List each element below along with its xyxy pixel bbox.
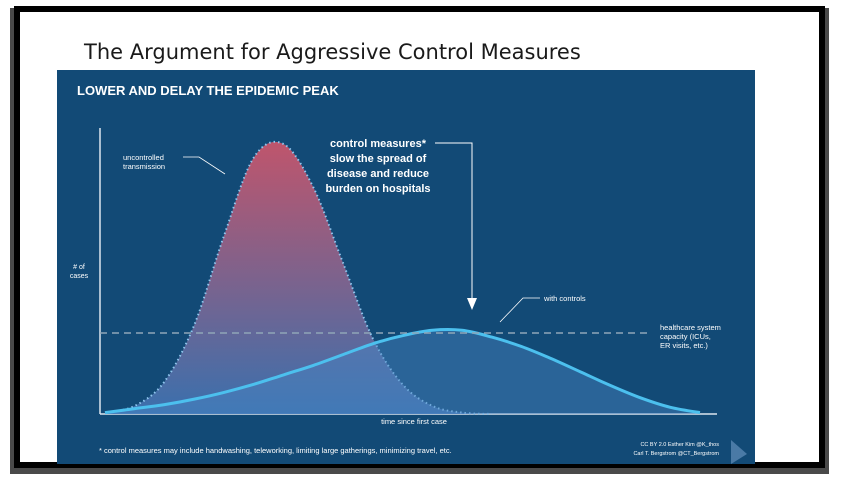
series-line-uncontrolled	[104, 140, 492, 415]
series-area-uncontrolled	[105, 141, 492, 414]
y-axis-label: # of cases	[70, 264, 89, 280]
series-area-with-controls	[105, 329, 700, 414]
series-line-with-controls	[104, 328, 701, 415]
annotation-control-line-1: control measures*	[330, 138, 427, 150]
y-axis-label-line-1: # of	[73, 264, 85, 271]
epidemic-curve-chart: LOWER AND DELAY THE EPIDEMIC PEAK # of c…	[70, 83, 747, 464]
credit-line-2: Carl T. Bergstrom @CT_Bergstrom	[633, 451, 719, 457]
annotation-control-line-2: slow the spread of	[330, 153, 427, 165]
annotation-control-arrowhead	[467, 298, 477, 310]
chart-panel: LOWER AND DELAY THE EPIDEMIC PEAK # of c…	[57, 70, 755, 464]
annotation-control-measures: control measures* slow the spread of dis…	[325, 138, 477, 310]
credit-line-1: CC BY 2.0 Esther Kim @K_thos	[640, 442, 719, 448]
annotation-control-line-4: burden on hospitals	[325, 183, 430, 195]
annotation-uncontrolled-line-2: transmission	[123, 162, 165, 171]
logo-mark	[731, 440, 747, 464]
footnote: * control measures may include handwashi…	[99, 446, 452, 455]
annotation-with-controls: with controls	[499, 294, 586, 323]
annotation-control-line-3: disease and reduce	[327, 168, 429, 180]
chart-title: LOWER AND DELAY THE EPIDEMIC PEAK	[77, 83, 339, 98]
x-axis-label: time since first case	[381, 417, 447, 426]
slide-title: The Argument for Aggressive Control Meas…	[84, 40, 581, 64]
capacity-label-line-3: ER visits, etc.)	[660, 341, 708, 350]
annotation-with-controls-label: with controls	[543, 294, 586, 303]
capacity-label-line-1: healthcare system	[660, 323, 721, 332]
capacity-label-line-2: capacity (ICUs,	[660, 332, 711, 341]
annotation-uncontrolled: uncontrolled transmission	[123, 153, 226, 175]
annotation-control-leader	[435, 142, 473, 304]
annotation-uncontrolled-leader	[183, 156, 226, 175]
annotation-with-controls-leader	[499, 297, 540, 323]
annotation-uncontrolled-line-1: uncontrolled	[123, 153, 164, 162]
y-axis-label-line-2: cases	[70, 273, 89, 280]
